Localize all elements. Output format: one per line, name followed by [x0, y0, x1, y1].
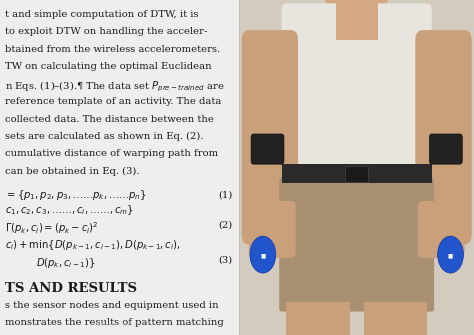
Text: $\Gamma(p_k, c_i) = (p_k - c_i)^2$: $\Gamma(p_k, c_i) = (p_k - c_i)^2$ [5, 221, 98, 237]
Text: $D(p_k, c_{i-1})\}$: $D(p_k, c_{i-1})\}$ [36, 256, 95, 270]
Text: to exploit DTW on handling the acceler-: to exploit DTW on handling the acceler- [5, 27, 207, 37]
Text: $= \{p_1, p_2, p_3, \ldots\ldots p_k, \ldots\ldots p_n\}$: $= \{p_1, p_2, p_3, \ldots\ldots p_k, \l… [5, 188, 146, 202]
Text: TS AND RESULTS: TS AND RESULTS [5, 282, 137, 295]
Text: $c_i) + \min\{D(p_{k-1}, c_{i-1}), D(p_{k-1}, c_i),$: $c_i) + \min\{D(p_{k-1}, c_{i-1}), D(p_{… [5, 238, 181, 252]
Bar [286, 302, 350, 335]
Text: sets are calculated as shown in Eq. (2).: sets are calculated as shown in Eq. (2). [5, 132, 203, 141]
FancyBboxPatch shape [242, 30, 298, 245]
Text: $c_1, c_2, c_3, \ldots\ldots, c_i, \ldots\ldots, c_m\}$: $c_1, c_2, c_3, \ldots\ldots, c_i, \ldot… [5, 203, 134, 217]
FancyBboxPatch shape [251, 134, 284, 164]
Text: cumulative distance of warping path from: cumulative distance of warping path from [5, 149, 218, 158]
FancyBboxPatch shape [279, 178, 434, 312]
FancyBboxPatch shape [249, 201, 296, 258]
Text: n Eqs. (1)–(3).¶ The data set $P_{pre-trained}$ are: n Eqs. (1)–(3).¶ The data set $P_{pre-tr… [5, 80, 224, 94]
Ellipse shape [324, 0, 390, 18]
Circle shape [438, 236, 464, 273]
Text: can be obtained in Eq. (3).: can be obtained in Eq. (3). [5, 167, 139, 176]
Bar [345, 166, 368, 182]
FancyBboxPatch shape [429, 134, 462, 164]
Bar [364, 302, 427, 335]
Circle shape [250, 236, 276, 273]
Text: t and simple computation of DTW, it is: t and simple computation of DTW, it is [5, 10, 198, 19]
Bar [336, 0, 378, 40]
Text: btained from the wireless accelerometers.: btained from the wireless accelerometers… [5, 45, 220, 54]
Bar [282, 164, 432, 183]
Text: (2): (2) [218, 221, 232, 230]
Text: (3): (3) [218, 256, 232, 265]
Text: TW on calculating the optimal Euclidean: TW on calculating the optimal Euclidean [5, 62, 211, 71]
Text: (1): (1) [218, 191, 232, 200]
Text: ■: ■ [448, 254, 453, 259]
FancyBboxPatch shape [415, 30, 472, 245]
Text: ■: ■ [260, 254, 265, 259]
Text: monstrates the results of pattern matching: monstrates the results of pattern matchi… [5, 318, 224, 327]
Text: collected data. The distance between the: collected data. The distance between the [5, 115, 214, 124]
FancyBboxPatch shape [418, 201, 465, 258]
Text: reference template of an activity. The data: reference template of an activity. The d… [5, 97, 221, 106]
FancyBboxPatch shape [282, 3, 432, 201]
Text: s the sensor nodes and equipment used in: s the sensor nodes and equipment used in [5, 301, 219, 310]
Text: ResearchGate: ResearchGate [95, 322, 144, 328]
